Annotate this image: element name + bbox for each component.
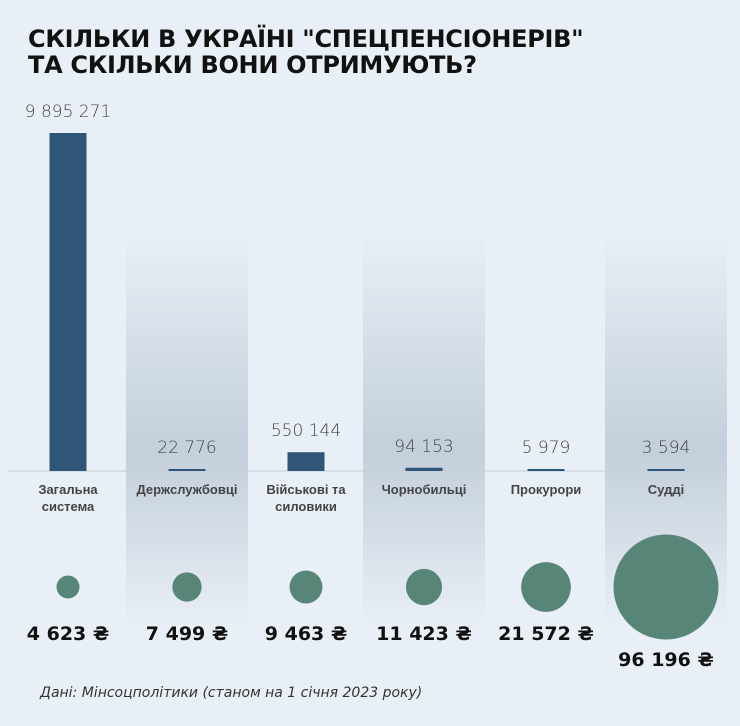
column-shade [363,230,485,630]
category-label: силовики [275,499,337,514]
bar [405,467,443,471]
bar [647,469,685,471]
pension-value-label: 7 499 ₴ [146,623,228,645]
bar-value-label: 94 153 [394,437,453,457]
bar [49,133,87,471]
category-label: Загальна [38,482,98,497]
category-label: система [42,499,95,514]
pension-value-label: 21 572 ₴ [498,623,594,645]
bar [287,452,325,471]
title-line-1: СКІЛЬКИ В УКРАЇНІ "СПЕЦПЕНСІОНЕРІВ" [28,25,584,53]
bar-value-label: 550 144 [271,421,341,441]
pension-bubble [405,568,443,606]
pension-value-label: 9 463 ₴ [265,623,347,645]
category-label: Прокурори [511,482,582,497]
category-label: Військові та [266,482,346,497]
bar-value-label: 3 594 [642,438,691,458]
bar [168,469,206,471]
bar-value-label: 22 776 [157,438,216,458]
pension-value-label: 11 423 ₴ [376,623,472,645]
pension-bubble [613,534,719,640]
category-label: Держслужбовці [137,482,238,497]
pension-value-label: 96 196 ₴ [618,649,714,671]
pension-bubble [56,575,80,599]
pension-value-label: 4 623 ₴ [27,623,109,645]
column-shade [126,230,248,630]
category-label: Судді [648,482,684,497]
bar-value-label: 9 895 271 [25,102,112,122]
bar-value-label: 5 979 [522,438,571,458]
pension-bubble [289,570,323,604]
title-line-2: ТА СКІЛЬКИ ВОНИ ОТРИМУЮТЬ? [28,51,477,79]
source-note: Дані: Мінсоцполітики (станом на 1 січня … [40,685,423,701]
pension-bubble [172,572,202,602]
pension-bubble [521,562,571,612]
category-label: Чорнобильці [382,482,467,497]
page-title: СКІЛЬКИ В УКРАЇНІ "СПЕЦПЕНСІОНЕРІВ" ТА С… [28,25,584,79]
bar [527,469,565,471]
